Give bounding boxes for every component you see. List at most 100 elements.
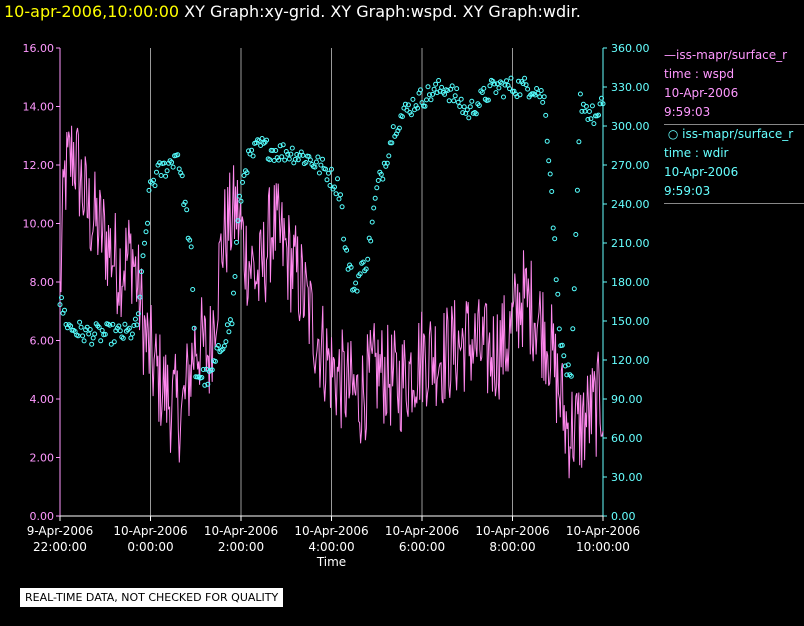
left-tick-label: 8.00 <box>30 276 55 289</box>
wdir-point <box>200 367 206 372</box>
wdir-point <box>241 173 247 178</box>
x-tick-label: 4:00:00 <box>308 540 354 554</box>
wdir-point <box>190 287 196 292</box>
right-tick-label: 300.00 <box>611 120 650 133</box>
wdir-point <box>574 187 580 193</box>
wdir-point <box>469 98 475 104</box>
wdir-point <box>591 121 597 127</box>
wdir-point <box>583 103 589 109</box>
wdir-point <box>212 358 218 364</box>
x-tick-label: 6:00:00 <box>399 540 445 554</box>
wdir-point <box>476 103 482 108</box>
wdir-point <box>481 85 487 91</box>
wdir-point <box>68 323 74 329</box>
left-tick-label: 2.00 <box>30 452 55 465</box>
wdir-point <box>86 331 92 337</box>
x-tick-label: 10:00:00 <box>576 540 630 554</box>
wdir-point <box>473 111 479 117</box>
wdir-point <box>313 159 319 165</box>
wdir-point <box>586 109 592 114</box>
wdir-point <box>87 327 93 332</box>
wdir-point <box>315 154 321 160</box>
wdir-point <box>561 353 567 359</box>
wdir-point <box>427 92 432 98</box>
wdir-point <box>479 90 485 95</box>
wdir-point <box>249 147 255 153</box>
wdir-point <box>295 157 301 163</box>
wdir-point <box>547 171 553 177</box>
right-tick-label: 270.00 <box>611 159 650 172</box>
wdir-point <box>264 137 270 143</box>
wdir-point <box>493 90 499 96</box>
wdir-point <box>363 266 369 272</box>
wdir-point <box>380 176 386 182</box>
wdir-point <box>372 195 378 201</box>
wdir-point <box>571 286 577 292</box>
wdir-point <box>318 162 324 168</box>
wdir-point <box>525 86 531 92</box>
wdir-point <box>461 104 467 110</box>
x-tick-label: 2:00:00 <box>218 540 264 554</box>
wdir-point <box>170 164 176 170</box>
wdir-point <box>543 112 549 118</box>
legend-wdir-date: 10-Apr-2006 <box>664 165 739 179</box>
right-tick-label: 210.00 <box>611 237 650 250</box>
wdir-point <box>169 159 175 165</box>
wdir-point <box>92 331 98 337</box>
wdir-point <box>288 151 294 157</box>
left-tick-label: 6.00 <box>30 335 55 348</box>
wdir-point <box>126 325 132 331</box>
wdir-point <box>158 173 164 178</box>
x-tick-label: 10-Apr-2006 <box>204 524 278 538</box>
wdir-point <box>354 288 360 294</box>
wdir-point <box>534 86 540 91</box>
wdir-point <box>390 124 396 130</box>
wdir-point <box>187 237 193 243</box>
wdir-point <box>374 185 380 191</box>
wdir-point <box>405 102 411 108</box>
wdir-point <box>132 316 138 322</box>
wdir-point <box>430 91 436 97</box>
wdir-point <box>62 307 67 313</box>
legend-entry-wspd: —iss-mapr/surface_r time : wspd 10-Apr-2… <box>664 46 804 125</box>
wdir-point <box>279 154 285 160</box>
wdir-point <box>151 177 156 183</box>
wdir-point <box>588 116 594 122</box>
wdir-point <box>522 75 528 81</box>
legend-wspd-variable: time : wspd <box>664 67 735 81</box>
wdir-point <box>237 193 242 199</box>
wdir-point <box>396 125 402 131</box>
wdir-point <box>455 99 461 105</box>
right-tick-label: 240.00 <box>611 198 650 211</box>
wdir-point <box>404 107 410 113</box>
wdir-point <box>502 82 508 88</box>
wdir-point <box>232 274 238 279</box>
wdir-point <box>142 240 147 246</box>
wdir-point <box>102 331 108 337</box>
wdir-point <box>422 103 428 109</box>
wdir-point <box>541 94 547 100</box>
title-timestamp: 10-apr-2006,10:00:00 <box>4 2 180 21</box>
wdir-point <box>327 183 333 188</box>
x-tick-label: 22:00:00 <box>33 540 87 554</box>
wdir-point <box>507 86 512 92</box>
wdir-point <box>80 333 86 339</box>
wdir-point <box>460 110 466 116</box>
wdir-point <box>565 362 571 368</box>
wdir-point <box>110 321 116 327</box>
legend-wspd-time: 9:59:03 <box>664 105 711 119</box>
wdir-point <box>556 326 562 332</box>
wdir-point <box>577 91 583 97</box>
legend: —iss-mapr/surface_r time : wspd 10-Apr-2… <box>664 46 804 204</box>
wdir-point <box>129 331 135 337</box>
wdir-point <box>464 107 470 113</box>
left-tick-label: 4.00 <box>30 393 55 406</box>
wdir-point <box>335 176 340 182</box>
wdir-point <box>585 117 591 122</box>
wdir-point <box>467 104 473 110</box>
wdir-point <box>157 160 162 166</box>
wdir-point <box>564 372 570 378</box>
wdir-point <box>267 157 273 163</box>
x-tick-label: 10-Apr-2006 <box>294 524 368 538</box>
